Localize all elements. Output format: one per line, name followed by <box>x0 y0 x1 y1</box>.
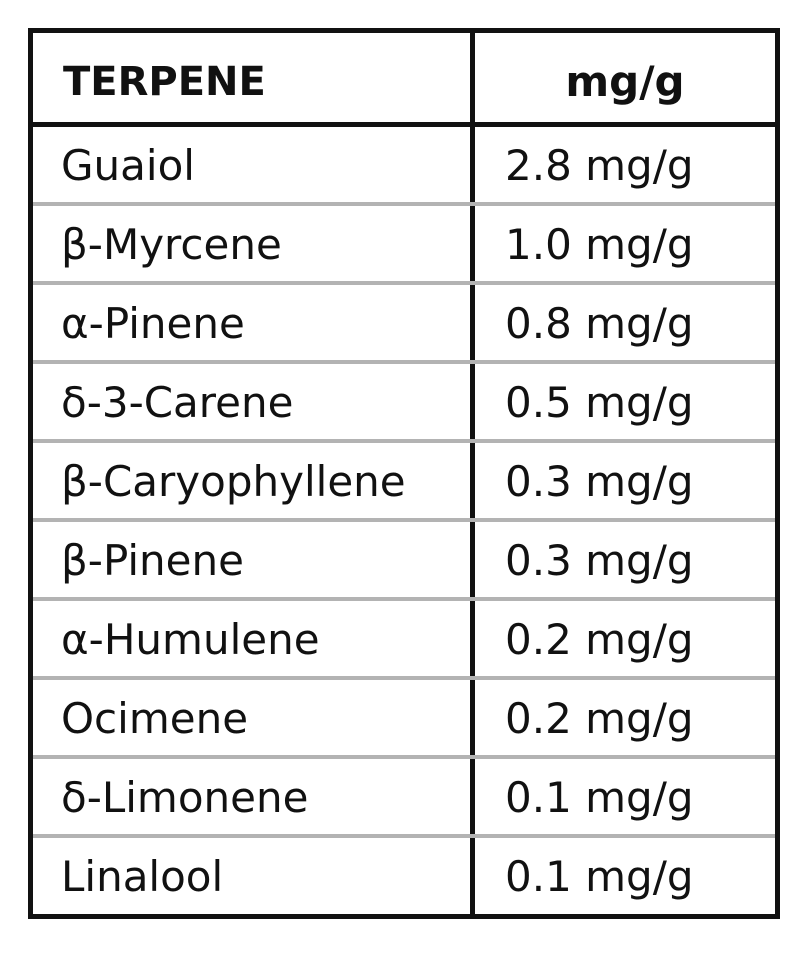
table-row: Guaiol 2.8 mg/g <box>33 127 775 206</box>
terpene-name-cell: Linalool <box>61 852 224 901</box>
terpene-name-cell: α-Humulene <box>61 615 320 664</box>
terpene-value-cell: 0.2 mg/g <box>505 694 694 743</box>
table-row: β-Caryophyllene 0.3 mg/g <box>33 443 775 522</box>
terpene-value-cell: 0.1 mg/g <box>505 852 694 901</box>
table-row: δ-3-Carene 0.5 mg/g <box>33 364 775 443</box>
table-row: α-Pinene 0.8 mg/g <box>33 285 775 364</box>
terpene-value-cell: 0.3 mg/g <box>505 536 694 585</box>
table-row: Ocimene 0.2 mg/g <box>33 680 775 759</box>
terpene-name-cell: β-Myrcene <box>61 220 282 269</box>
terpene-name-cell: δ-3-Carene <box>61 378 294 427</box>
header-terpene: TERPENE <box>63 59 266 105</box>
terpene-value-cell: 0.5 mg/g <box>505 378 694 427</box>
terpene-name-cell: β-Pinene <box>61 536 244 585</box>
terpene-name-cell: α-Pinene <box>61 299 245 348</box>
terpene-name-cell: Ocimene <box>61 694 249 743</box>
table-row: Linalool 0.1 mg/g <box>33 838 775 917</box>
header-unit: mg/g <box>565 57 685 106</box>
table-header-row: TERPENE mg/g <box>33 33 775 127</box>
terpene-value-cell: 2.8 mg/g <box>505 141 694 190</box>
terpene-table: TERPENE mg/g Guaiol 2.8 mg/g β-Myrcene 1… <box>28 28 780 919</box>
terpene-value-cell: 0.2 mg/g <box>505 615 694 664</box>
table-row: β-Pinene 0.3 mg/g <box>33 522 775 601</box>
terpene-value-cell: 0.8 mg/g <box>505 299 694 348</box>
terpene-value-cell: 0.3 mg/g <box>505 457 694 506</box>
terpene-name-cell: δ-Limonene <box>61 773 309 822</box>
terpene-name-cell: Guaiol <box>61 141 195 190</box>
table-row: α-Humulene 0.2 mg/g <box>33 601 775 680</box>
table-body: Guaiol 2.8 mg/g β-Myrcene 1.0 mg/g α-Pin… <box>33 127 775 917</box>
terpene-value-cell: 1.0 mg/g <box>505 220 694 269</box>
table-row: δ-Limonene 0.1 mg/g <box>33 759 775 838</box>
table-row: β-Myrcene 1.0 mg/g <box>33 206 775 285</box>
column-divider <box>470 33 475 914</box>
terpene-value-cell: 0.1 mg/g <box>505 773 694 822</box>
terpene-name-cell: β-Caryophyllene <box>61 457 406 506</box>
